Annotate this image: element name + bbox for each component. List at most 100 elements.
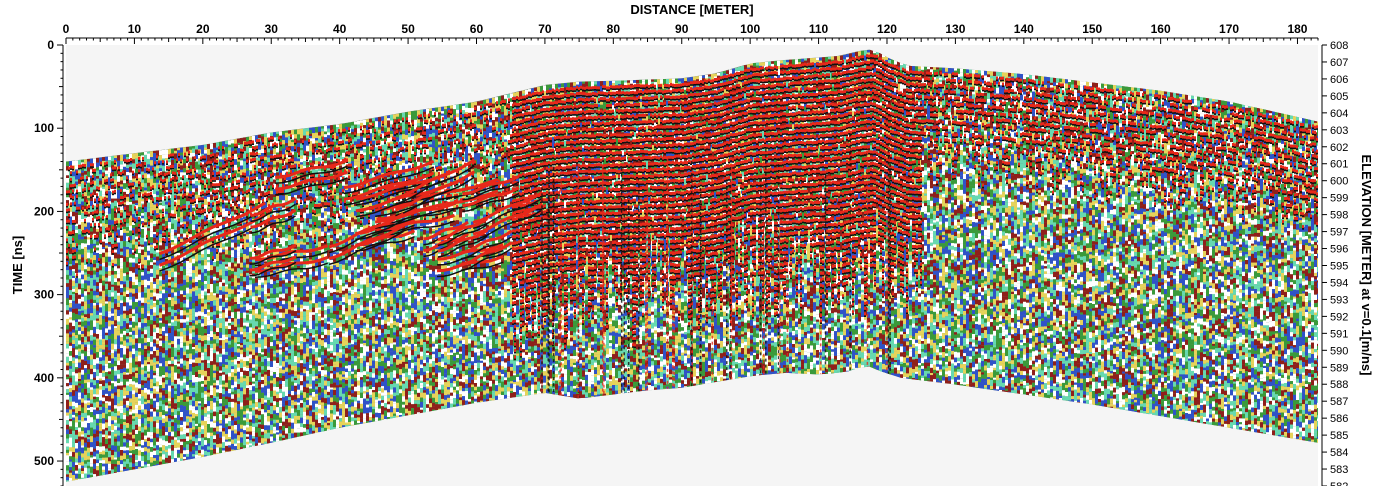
noise-cell xyxy=(78,265,81,270)
noise-cell xyxy=(72,340,75,344)
noise-cell xyxy=(75,278,78,283)
noise-cell xyxy=(81,468,84,471)
noise-cell xyxy=(72,243,75,247)
noise-cell xyxy=(75,166,78,170)
noise-cell xyxy=(66,409,69,412)
noise-cell xyxy=(87,352,90,357)
noise-cell xyxy=(90,330,93,335)
noise-cell xyxy=(72,425,75,431)
noise-cell xyxy=(72,297,75,301)
noise-cell xyxy=(87,423,90,426)
noise-cell xyxy=(66,447,69,450)
noise-cell xyxy=(72,225,75,230)
noise-cell xyxy=(90,303,93,308)
noise-cell xyxy=(87,308,90,314)
noise-cell xyxy=(84,269,87,272)
noise-cell xyxy=(78,432,81,437)
noise-cell xyxy=(81,275,84,280)
noise-cell xyxy=(72,286,75,289)
noise-cell xyxy=(81,375,84,380)
noise-cell xyxy=(81,322,84,327)
noise-cell xyxy=(66,471,69,475)
noise-cell xyxy=(72,344,75,348)
noise-cell xyxy=(81,393,84,399)
noise-cell xyxy=(66,366,69,371)
noise-cell xyxy=(84,337,87,341)
noise-cell xyxy=(78,452,81,456)
noise-cell xyxy=(84,425,87,428)
noise-cell xyxy=(81,237,84,240)
noise-cell xyxy=(69,300,72,303)
noise-cell xyxy=(75,325,78,331)
noise-cell xyxy=(66,333,69,336)
noise-cell xyxy=(81,337,84,339)
noise-cell xyxy=(78,335,81,337)
noise-cell xyxy=(78,368,81,372)
noise-cell xyxy=(66,298,69,301)
noise-cell xyxy=(78,240,81,245)
noise-cell xyxy=(87,237,90,239)
noise-cell xyxy=(87,448,90,453)
noise-cell xyxy=(66,416,69,421)
noise-cell xyxy=(78,381,81,383)
noise-cell xyxy=(66,310,69,314)
noise-cell xyxy=(81,318,84,322)
noise-cell xyxy=(87,277,90,281)
noise-cell xyxy=(78,322,81,325)
noise-cell xyxy=(87,227,90,229)
noise-cell xyxy=(78,356,81,359)
noise-cell xyxy=(78,386,81,388)
noise-cell xyxy=(69,460,72,462)
noise-cell xyxy=(78,465,81,469)
noise-cell xyxy=(66,425,69,430)
noise-cell xyxy=(72,467,75,471)
noise-cell xyxy=(69,312,72,318)
noise-cell xyxy=(78,171,81,174)
noise-cell xyxy=(78,327,81,331)
noise-cell xyxy=(87,374,90,379)
noise-cell xyxy=(69,236,72,240)
noise-cell xyxy=(84,474,87,478)
noise-cell xyxy=(69,290,72,295)
noise-cell xyxy=(87,401,90,403)
noise-cell xyxy=(81,388,84,392)
noise-cell xyxy=(72,176,75,181)
noise-cell xyxy=(78,289,81,295)
noise-cell xyxy=(75,413,78,416)
noise-cell xyxy=(66,291,69,294)
noise-cell xyxy=(90,278,93,283)
noise-cell xyxy=(72,471,75,475)
noise-cell xyxy=(81,448,84,454)
noise-cell xyxy=(78,245,81,250)
noise-cell xyxy=(66,283,69,287)
noise-cell xyxy=(78,359,81,362)
noise-cell xyxy=(81,474,84,478)
noise-cell xyxy=(72,457,75,462)
noise-cell xyxy=(69,406,72,409)
noise-cell xyxy=(84,291,87,296)
noise-cell xyxy=(72,437,75,440)
noise-cell xyxy=(72,440,75,443)
noise-cell xyxy=(69,335,72,338)
noise-cell xyxy=(66,477,69,480)
noise-cell xyxy=(78,397,81,400)
noise-cell xyxy=(78,254,81,259)
noise-cell xyxy=(87,253,90,259)
noise-cell xyxy=(66,330,69,334)
noise-cell xyxy=(78,377,81,379)
noise-cell xyxy=(75,363,78,367)
noise-cell xyxy=(84,383,87,389)
noise-cell xyxy=(72,278,75,281)
noise-cell xyxy=(87,314,90,319)
noise-cell xyxy=(78,273,81,279)
noise-cell xyxy=(75,304,78,309)
noise-cell xyxy=(81,219,84,222)
noise-cell xyxy=(87,274,90,277)
noise-cell xyxy=(75,465,78,471)
noise-cell xyxy=(81,403,84,408)
noise-cell xyxy=(78,325,81,327)
noise-cell xyxy=(66,305,69,310)
noise-cell xyxy=(87,466,90,469)
noise-cell xyxy=(69,470,72,472)
noise-cell xyxy=(90,289,93,292)
